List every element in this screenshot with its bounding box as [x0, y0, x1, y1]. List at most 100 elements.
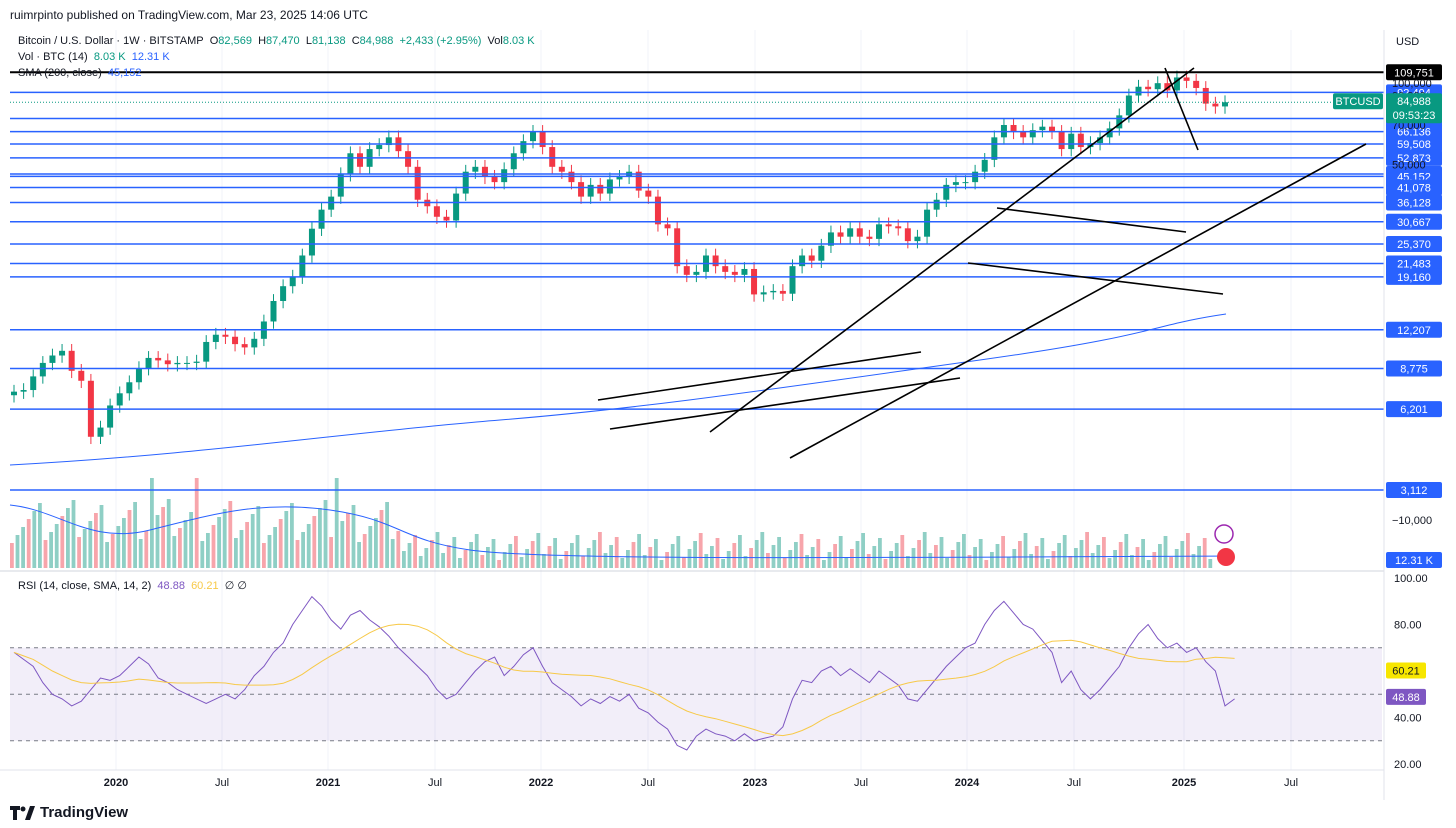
rsi-sma-line [13, 623, 1235, 737]
event-lightning-icon [1214, 524, 1234, 544]
candle-body [799, 255, 806, 267]
volume-bar [323, 500, 328, 568]
current-price-label: 84,988 [1397, 96, 1431, 108]
price-legend[interactable]: Bitcoin / U.S. Dollar · 1W · BITSTAMP O8… [18, 35, 535, 47]
volume-legend[interactable]: Vol · BTC (14) 8.03 K 12.31 K [18, 51, 170, 63]
volume-bar [1186, 533, 1190, 568]
volume-bar [217, 517, 221, 568]
volume-bar [26, 519, 31, 568]
candle-body [1222, 102, 1228, 107]
volume-bar [346, 513, 350, 568]
rsi-tick-label: 80.00 [1394, 620, 1422, 632]
volume-bar [581, 556, 585, 568]
volume-bar [558, 559, 563, 568]
level-tag [1386, 136, 1442, 153]
rsi-tick-label: 100.00 [1394, 573, 1428, 585]
level-tag [1386, 213, 1442, 230]
candle-body [981, 159, 988, 172]
candle-body [241, 344, 248, 348]
volume-bar [665, 552, 669, 568]
candle-body [1135, 86, 1142, 96]
candle-body [818, 245, 825, 261]
volume-bar [21, 527, 25, 568]
candle-body [491, 176, 498, 183]
volume-bar [441, 553, 445, 568]
volume-bar [295, 540, 300, 568]
volume-bar [133, 502, 137, 568]
candle-body [808, 255, 815, 261]
volume-bar [603, 553, 608, 568]
time-tick-label: 2022 [529, 777, 553, 789]
candle-body [1029, 130, 1036, 138]
volume-bar [267, 535, 272, 568]
candle-body [289, 276, 296, 287]
volume-bar [878, 538, 882, 568]
volume-bar [122, 518, 126, 568]
volume-bar [1135, 547, 1140, 568]
grid [115, 30, 1292, 770]
candle-body [741, 268, 748, 275]
volume-bar [200, 541, 205, 568]
volume-bar [1023, 533, 1028, 568]
volume-bar [564, 551, 569, 568]
event-flag-icon [1217, 548, 1235, 566]
sma-legend[interactable]: SMA (200, close) 45,152 [18, 67, 142, 79]
volume-bar [239, 530, 244, 568]
level-tag [1386, 235, 1442, 252]
candle-body [472, 166, 479, 172]
candle-body [674, 228, 681, 267]
candle-body [453, 193, 460, 221]
volume-bar [396, 531, 401, 568]
candle-body [1125, 95, 1132, 116]
close-value: 84,988 [359, 35, 394, 47]
rsi-legend[interactable]: RSI (14, close, SMA, 14, 2) 48.88 60.21 … [18, 580, 247, 592]
candle-body [318, 209, 325, 229]
candle-body [11, 391, 17, 396]
volume-bar [94, 513, 98, 568]
volume-bar [1062, 535, 1067, 568]
candle-body [49, 355, 56, 363]
candle-body [558, 166, 565, 172]
volume-bar [334, 478, 339, 568]
volume-bar [329, 537, 333, 568]
volume-bar [575, 535, 580, 568]
volume-bar [978, 539, 983, 568]
candle-body [827, 232, 834, 246]
volume-bar [54, 524, 59, 568]
volume-bar [822, 560, 826, 568]
volume-bar [469, 542, 473, 568]
trendline [996, 207, 1187, 233]
volume-bar [402, 551, 406, 568]
level-tag [1386, 179, 1442, 196]
volume-bar [278, 519, 283, 568]
volume-bar [1090, 553, 1095, 568]
volume-bar [183, 520, 188, 568]
volume-bar [626, 550, 630, 568]
candle-body [789, 266, 796, 294]
level-tag [1386, 64, 1442, 81]
candle-body [597, 184, 604, 194]
volume-bar [1107, 558, 1112, 568]
volume-bar [144, 531, 149, 568]
volume-bar [486, 547, 490, 568]
candle-body [1116, 115, 1123, 129]
tradingview-logo[interactable]: TradingView [10, 804, 128, 821]
volume-bar [861, 533, 865, 568]
volume-bar [446, 545, 451, 568]
volume-bar [1057, 543, 1061, 568]
sma-line [9, 313, 1227, 466]
currency-label[interactable]: USD [1396, 36, 1420, 48]
volume-bar [833, 544, 837, 568]
volume-bar [150, 478, 154, 568]
volume-bar [32, 511, 37, 568]
volume-bars [9, 478, 1231, 568]
volume-bar [379, 510, 384, 568]
volume-bar [206, 533, 210, 568]
candle-body [481, 166, 488, 177]
volume-bar [66, 508, 70, 568]
trendline [1164, 67, 1199, 151]
level-label: 109,751 [1394, 67, 1434, 79]
candle-body [885, 224, 892, 227]
candle-body [59, 350, 66, 356]
